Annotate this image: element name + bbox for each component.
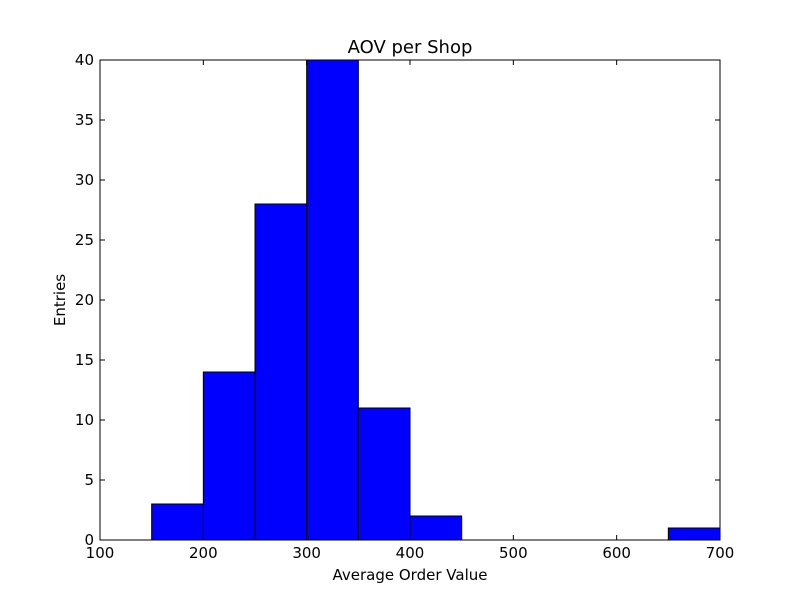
x-tick-label: 200	[189, 544, 218, 562]
y-tick-label: 10	[75, 411, 94, 429]
histogram-bar	[667, 527, 721, 541]
axis-tick-labels: 100 200 300 400 500 600 700 0 5 10 15 20 25 30 35 40	[75, 51, 734, 562]
y-axis-label: Entries	[51, 274, 69, 326]
x-tick-label: 600	[602, 544, 631, 562]
y-tick-label: 5	[84, 471, 94, 489]
y-tick-label: 40	[75, 51, 94, 69]
y-tick-label: 20	[75, 291, 94, 309]
histogram-bars	[151, 59, 721, 541]
x-tick-label: 300	[292, 544, 321, 562]
histogram-bar	[202, 371, 256, 541]
chart-title: AOV per Shop	[348, 37, 473, 58]
x-tick-label: 100	[86, 544, 115, 562]
y-tick-label: 25	[75, 231, 94, 249]
histogram-bar	[306, 59, 359, 541]
histogram-bar	[151, 503, 204, 541]
histogram-bar	[254, 203, 308, 541]
histogram-bar	[357, 407, 411, 541]
x-tick-label: 700	[706, 544, 735, 562]
x-tick-label: 500	[499, 544, 528, 562]
histogram-bar	[409, 515, 463, 541]
x-axis-label: Average Order Value	[333, 566, 488, 584]
y-tick-label: 30	[75, 171, 94, 189]
y-tick-label: 35	[75, 111, 94, 129]
y-tick-label: 0	[84, 531, 94, 549]
y-tick-label: 15	[75, 351, 94, 369]
axis-ticks	[99, 59, 721, 541]
x-tick-label: 400	[396, 544, 425, 562]
